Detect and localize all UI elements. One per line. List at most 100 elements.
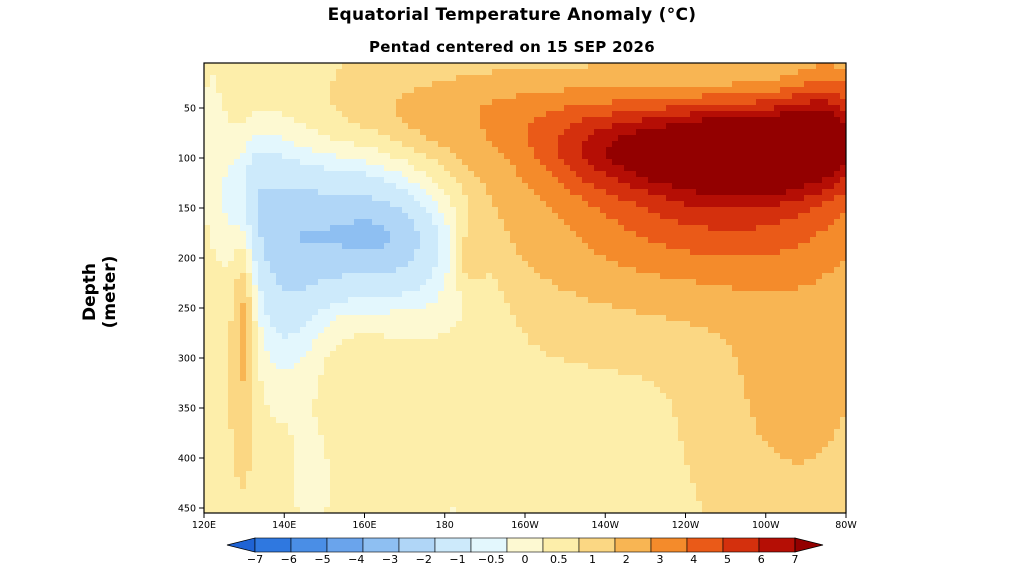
heatmap-cell: [738, 267, 745, 274]
heatmap-cell: [246, 231, 253, 238]
heatmap-cell: [648, 333, 655, 340]
heatmap-cell: [816, 177, 823, 184]
heatmap-cell: [414, 327, 421, 334]
heatmap-cell: [336, 159, 343, 166]
heatmap-cell: [516, 321, 523, 328]
heatmap-cell: [420, 171, 427, 178]
heatmap-cell: [690, 81, 697, 88]
heatmap-cell: [624, 171, 631, 178]
heatmap-cell: [816, 279, 823, 286]
heatmap-cell: [726, 177, 733, 184]
heatmap-cell: [594, 183, 601, 190]
heatmap-cell: [654, 207, 661, 214]
heatmap-cell: [708, 249, 715, 256]
heatmap-cell: [792, 207, 799, 214]
heatmap-cell: [330, 129, 337, 136]
heatmap-cell: [804, 147, 811, 154]
heatmap-cell: [810, 243, 817, 250]
heatmap-cell: [300, 255, 307, 262]
heatmap-cell: [828, 159, 835, 166]
heatmap-cell: [504, 81, 511, 88]
heatmap-cell: [486, 201, 493, 208]
heatmap-cell: [576, 135, 583, 142]
heatmap-cell: [762, 171, 769, 178]
heatmap-cell: [612, 195, 619, 202]
heatmap-cell: [750, 153, 757, 160]
heatmap-cell: [348, 309, 355, 316]
heatmap-cell: [726, 105, 733, 112]
heatmap-cell: [366, 303, 373, 310]
heatmap-cell: [666, 123, 673, 130]
heatmap-cell: [576, 303, 583, 310]
heatmap-cell: [450, 135, 457, 142]
heatmap-cell: [336, 291, 343, 298]
heatmap-cell: [624, 177, 631, 184]
heatmap-cell: [360, 75, 367, 82]
heatmap-cell: [354, 153, 361, 160]
heatmap-cell: [810, 63, 817, 70]
heatmap-cell: [420, 327, 427, 334]
heatmap-cell: [714, 75, 721, 82]
heatmap-cell: [372, 189, 379, 196]
heatmap-cell: [510, 219, 517, 226]
heatmap-cell: [696, 273, 703, 280]
heatmap-cell: [498, 327, 505, 334]
heatmap-cell: [300, 135, 307, 142]
heatmap-cell: [300, 201, 307, 208]
heatmap-cell: [498, 237, 505, 244]
heatmap-cell: [384, 201, 391, 208]
heatmap-cell: [324, 135, 331, 142]
heatmap-cell: [234, 135, 241, 142]
heatmap-cell: [834, 165, 841, 172]
heatmap-cell: [582, 285, 589, 292]
heatmap-cell: [492, 225, 499, 232]
heatmap-cell: [552, 327, 559, 334]
heatmap-cell: [726, 189, 733, 196]
heatmap-cell: [816, 255, 823, 262]
heatmap-cell: [372, 117, 379, 124]
heatmap-cell: [234, 111, 241, 118]
heatmap-cell: [300, 141, 307, 148]
heatmap-cell: [246, 177, 253, 184]
heatmap-cell: [354, 129, 361, 136]
heatmap-cell: [432, 309, 439, 316]
heatmap-cell: [630, 321, 637, 328]
heatmap-cell: [228, 315, 235, 322]
heatmap-cell: [726, 303, 733, 310]
heatmap-cell: [678, 249, 685, 256]
heatmap-cell: [534, 183, 541, 190]
heatmap-cell: [504, 69, 511, 76]
heatmap-cell: [672, 291, 679, 298]
heatmap-cell: [390, 147, 397, 154]
heatmap-cell: [774, 69, 781, 76]
heatmap-cell: [336, 123, 343, 130]
heatmap-cell: [708, 261, 715, 268]
heatmap-cell: [414, 117, 421, 124]
heatmap-cell: [696, 213, 703, 220]
heatmap-cell: [822, 231, 829, 238]
heatmap-cell: [336, 249, 343, 256]
heatmap-cell: [600, 243, 607, 250]
heatmap-cell: [678, 195, 685, 202]
heatmap-cell: [678, 261, 685, 268]
heatmap-cell: [744, 147, 751, 154]
heatmap-cell: [390, 255, 397, 262]
heatmap-cell: [522, 249, 529, 256]
heatmap-cell: [606, 279, 613, 286]
heatmap-cell: [546, 159, 553, 166]
heatmap-cell: [786, 117, 793, 124]
heatmap-cell: [582, 207, 589, 214]
heatmap-cell: [270, 201, 277, 208]
heatmap-cell: [756, 285, 763, 292]
heatmap-cell: [750, 177, 757, 184]
heatmap-cell: [570, 111, 577, 118]
heatmap-cell: [216, 237, 223, 244]
heatmap-cell: [588, 153, 595, 160]
heatmap-cell: [288, 189, 295, 196]
heatmap-cell: [210, 291, 217, 298]
heatmap-cell: [450, 273, 457, 280]
heatmap-cell: [438, 135, 445, 142]
heatmap-cell: [684, 123, 691, 130]
heatmap-cell: [534, 111, 541, 118]
heatmap-cell: [474, 291, 481, 298]
